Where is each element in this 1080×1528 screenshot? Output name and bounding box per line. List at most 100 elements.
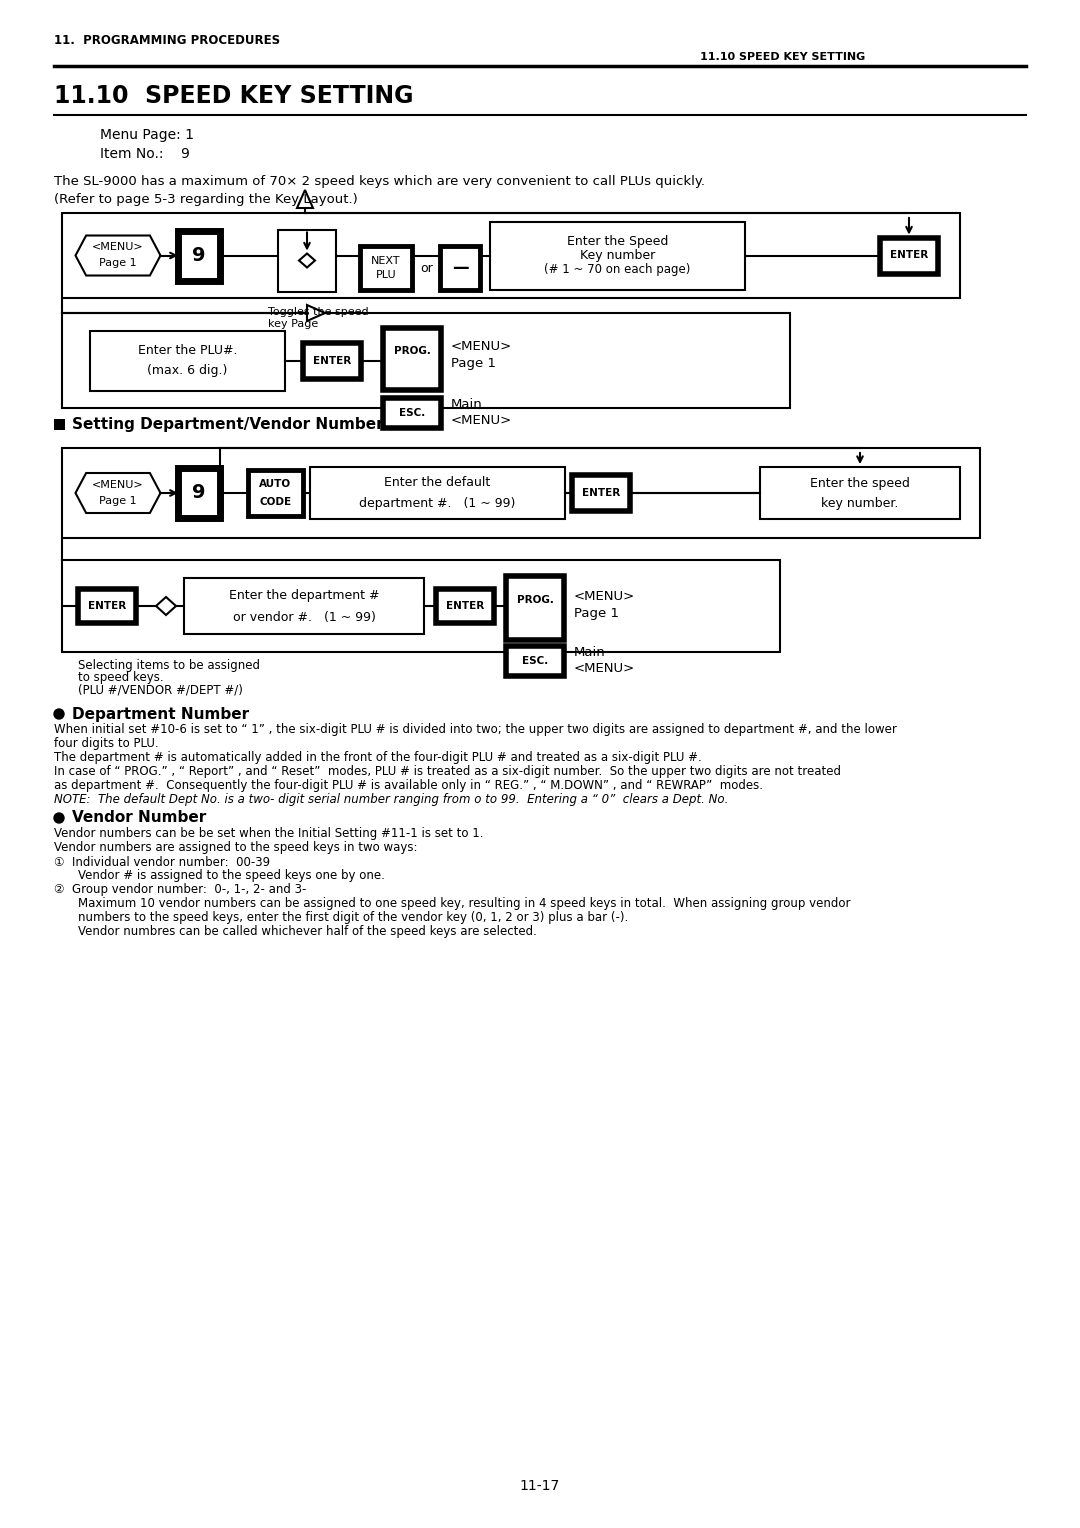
Bar <box>310 468 565 520</box>
Text: In case of “ PROG.” , “ Report” , and “ Reset”  modes, PLU # is treated as a six: In case of “ PROG.” , “ Report” , and “ … <box>54 766 841 778</box>
Text: PROG.: PROG. <box>516 594 553 605</box>
Bar <box>248 471 303 516</box>
Text: Vendor numbers can be be set when the Initial Setting #11-1 is set to 1.: Vendor numbers can be be set when the In… <box>54 828 484 840</box>
Text: Vendor Number: Vendor Number <box>72 810 206 825</box>
Text: Enter the Speed: Enter the Speed <box>567 235 669 248</box>
Bar <box>440 246 480 290</box>
Text: <MENU>: <MENU> <box>92 243 144 252</box>
Bar <box>360 246 411 290</box>
Bar <box>572 475 630 510</box>
Text: 11.10 SPEED KEY SETTING: 11.10 SPEED KEY SETTING <box>700 52 865 63</box>
Bar <box>436 588 494 623</box>
Text: ESC.: ESC. <box>522 656 549 666</box>
Bar <box>880 237 939 274</box>
Text: ENTER: ENTER <box>313 356 351 365</box>
Bar <box>90 330 285 391</box>
Text: AUTO: AUTO <box>259 478 292 489</box>
Text: 9: 9 <box>192 483 206 503</box>
Text: (PLU #/VENDOR #/DEPT #/): (PLU #/VENDOR #/DEPT #/) <box>78 683 243 697</box>
Text: Enter the speed: Enter the speed <box>810 477 910 489</box>
Text: to speed keys.: to speed keys. <box>78 671 164 685</box>
Bar <box>184 578 424 634</box>
Text: Menu Page: 1: Menu Page: 1 <box>100 128 194 142</box>
Text: Vendor numbres can be called whichever half of the speed keys are selected.: Vendor numbres can be called whichever h… <box>78 926 537 938</box>
Text: PLU: PLU <box>376 270 396 280</box>
Text: Item No.:    9: Item No.: 9 <box>100 147 190 160</box>
Circle shape <box>54 813 64 824</box>
Text: 11-17: 11-17 <box>519 1479 561 1493</box>
Text: Main: Main <box>573 646 606 660</box>
Bar <box>507 646 564 675</box>
Text: four digits to PLU.: four digits to PLU. <box>54 738 159 750</box>
Text: Vendor numbers are assigned to the speed keys in two ways:: Vendor numbers are assigned to the speed… <box>54 842 418 854</box>
Text: NOTE:  The default Dept No. is a two- digit serial number ranging from o to 99. : NOTE: The default Dept No. is a two- dig… <box>54 793 728 807</box>
Bar <box>760 468 960 520</box>
Text: ENTER: ENTER <box>890 251 928 260</box>
Bar <box>78 588 136 623</box>
Text: numbers to the speed keys, enter the first digit of the vendor key (0, 1, 2 or 3: numbers to the speed keys, enter the fir… <box>78 912 629 924</box>
Polygon shape <box>156 597 176 614</box>
Text: Main: Main <box>451 399 483 411</box>
Bar <box>383 397 441 428</box>
Bar <box>54 419 65 429</box>
Text: The department # is automatically added in the front of the four-digit PLU # and: The department # is automatically added … <box>54 752 702 764</box>
Bar <box>278 229 336 292</box>
Polygon shape <box>76 474 161 513</box>
Polygon shape <box>76 235 161 275</box>
Text: —: — <box>451 260 469 277</box>
Bar <box>507 576 564 640</box>
Text: or vendor #.   (1 ~ 99): or vendor #. (1 ~ 99) <box>232 611 376 623</box>
Circle shape <box>54 709 64 720</box>
Text: (Refer to page 5-3 regarding the Key Layout.): (Refer to page 5-3 regarding the Key Lay… <box>54 194 357 206</box>
Text: <MENU>: <MENU> <box>92 480 144 490</box>
Bar <box>178 231 220 281</box>
Text: or: or <box>420 261 433 275</box>
Text: Page 1: Page 1 <box>99 258 137 269</box>
Text: Department Number: Department Number <box>72 706 249 721</box>
Text: <MENU>: <MENU> <box>573 663 635 675</box>
Text: CODE: CODE <box>259 497 292 507</box>
Text: 11.  PROGRAMMING PROCEDURES: 11. PROGRAMMING PROCEDURES <box>54 34 280 46</box>
Text: department #.   (1 ~ 99): department #. (1 ~ 99) <box>360 497 515 509</box>
Text: ②  Group vendor number:  0-, 1-, 2- and 3-: ② Group vendor number: 0-, 1-, 2- and 3- <box>54 883 307 897</box>
Text: 9: 9 <box>192 246 206 264</box>
Text: (max. 6 dig.): (max. 6 dig.) <box>147 364 228 377</box>
Text: ①  Individual vendor number:  00-39: ① Individual vendor number: 00-39 <box>54 856 270 868</box>
Bar <box>383 329 441 390</box>
Text: ESC.: ESC. <box>399 408 426 419</box>
Bar <box>62 448 980 538</box>
Text: PROG.: PROG. <box>393 345 431 356</box>
Bar <box>303 342 361 379</box>
Text: Toggles the speed: Toggles the speed <box>268 307 368 316</box>
Text: key number.: key number. <box>821 497 899 509</box>
Text: Page 1: Page 1 <box>573 607 619 619</box>
Bar <box>62 313 789 408</box>
Text: Key number: Key number <box>580 249 656 261</box>
Text: Setting Department/Vendor Number: Setting Department/Vendor Number <box>72 417 383 432</box>
Bar <box>62 559 780 652</box>
Text: (# 1 ~ 70 on each page): (# 1 ~ 70 on each page) <box>544 263 691 277</box>
Polygon shape <box>299 254 315 267</box>
Text: Vendor # is assigned to the speed keys one by one.: Vendor # is assigned to the speed keys o… <box>78 869 384 883</box>
Text: ENTER: ENTER <box>582 487 620 498</box>
Text: <MENU>: <MENU> <box>451 341 512 353</box>
Bar <box>178 468 220 518</box>
Text: NEXT: NEXT <box>372 257 401 266</box>
Text: 11.10  SPEED KEY SETTING: 11.10 SPEED KEY SETTING <box>54 84 414 108</box>
Text: <MENU>: <MENU> <box>451 414 512 428</box>
Text: Maximum 10 vendor numbers can be assigned to one speed key, resulting in 4 speed: Maximum 10 vendor numbers can be assigne… <box>78 897 851 911</box>
Bar <box>490 222 745 289</box>
Text: When initial set #10-6 is set to “ 1” , the six-digit PLU # is divided into two;: When initial set #10-6 is set to “ 1” , … <box>54 723 896 736</box>
Text: Selecting items to be assigned: Selecting items to be assigned <box>78 660 260 672</box>
Text: key Page: key Page <box>268 319 319 329</box>
Text: Enter the default: Enter the default <box>384 477 490 489</box>
Text: Page 1: Page 1 <box>99 497 137 506</box>
Text: Page 1: Page 1 <box>451 358 496 370</box>
Text: as department #.  Consequently the four-digit PLU # is available only in “ REG.”: as department #. Consequently the four-d… <box>54 779 762 793</box>
Text: ENTER: ENTER <box>87 601 126 611</box>
Text: The SL-9000 has a maximum of 70× 2 speed keys which are very convenient to call : The SL-9000 has a maximum of 70× 2 speed… <box>54 176 705 188</box>
Bar <box>62 212 960 298</box>
Polygon shape <box>297 189 313 208</box>
Polygon shape <box>307 306 325 321</box>
Text: Enter the department #: Enter the department # <box>229 588 379 602</box>
